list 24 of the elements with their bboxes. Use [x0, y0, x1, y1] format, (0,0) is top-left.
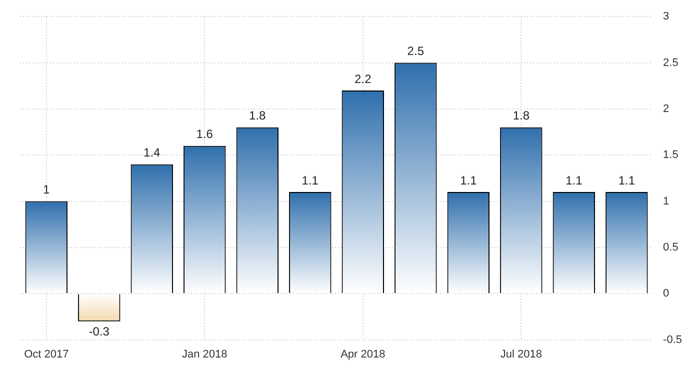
data-label: 1.4	[144, 146, 161, 160]
x-tick-label: Jul 2018	[500, 348, 542, 360]
y-tick-label: 2.5	[663, 56, 678, 69]
data-label: 1.1	[302, 173, 319, 188]
data-label: 1	[43, 182, 50, 197]
y-tick-label: 3	[663, 10, 670, 23]
data-label: 2.2	[354, 72, 372, 86]
data-label: 1.1	[566, 173, 583, 188]
y-tick-label: 0.5	[663, 241, 678, 254]
data-label: 1.8	[512, 108, 530, 123]
y-tick-label: 2	[663, 102, 670, 115]
y-tick-label: 1	[663, 195, 670, 208]
y-tick-label: -0.5	[663, 334, 682, 346]
data-label: 1.8	[249, 108, 266, 123]
x-tick-label: Oct 2017	[24, 348, 69, 360]
y-tick-label: 0	[663, 288, 670, 300]
data-label: 1.1	[618, 173, 636, 188]
data-label: -0.3	[88, 324, 110, 339]
data-label: 1.6	[196, 127, 214, 142]
x-tick-label: Apr 2018	[340, 348, 386, 360]
y-tick-label: 1.5	[663, 149, 678, 162]
x-tick-label: Jan 2018	[182, 348, 228, 360]
data-label: 1.1	[460, 173, 478, 188]
data-label: 2.5	[407, 44, 424, 58]
